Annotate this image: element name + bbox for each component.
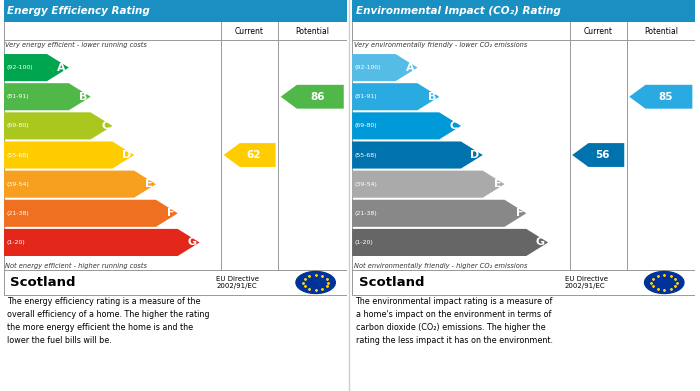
Text: EU Directive
2002/91/EC: EU Directive 2002/91/EC	[565, 276, 608, 289]
Bar	[352, 0, 695, 270]
Text: Scotland: Scotland	[359, 276, 424, 289]
Polygon shape	[629, 85, 692, 109]
Text: (69-80): (69-80)	[6, 124, 29, 128]
Text: (55-68): (55-68)	[355, 152, 377, 158]
Text: 62: 62	[246, 150, 261, 160]
Polygon shape	[352, 200, 526, 227]
Polygon shape	[4, 229, 199, 256]
Text: (55-68): (55-68)	[6, 152, 29, 158]
Polygon shape	[4, 200, 178, 227]
Text: 86: 86	[310, 92, 325, 102]
Text: C: C	[101, 121, 109, 131]
Text: A: A	[57, 63, 66, 73]
Text: G: G	[536, 237, 545, 248]
Bar	[352, 0, 695, 22]
Polygon shape	[281, 85, 344, 109]
Polygon shape	[4, 170, 156, 198]
Text: G: G	[187, 237, 196, 248]
Text: (1-20): (1-20)	[355, 240, 374, 245]
Text: C: C	[449, 121, 458, 131]
Text: Energy Efficiency Rating: Energy Efficiency Rating	[7, 6, 150, 16]
Bar	[4, 0, 346, 270]
Text: (81-91): (81-91)	[6, 94, 29, 99]
Text: (69-80): (69-80)	[355, 124, 377, 128]
Text: Very energy efficient - lower running costs: Very energy efficient - lower running co…	[5, 42, 147, 48]
Polygon shape	[572, 143, 624, 167]
Text: (1-20): (1-20)	[6, 240, 25, 245]
Polygon shape	[352, 54, 417, 81]
Text: The environmental impact rating is a measure of
a home's impact on the environme: The environmental impact rating is a mea…	[356, 297, 553, 344]
Text: (39-54): (39-54)	[355, 182, 378, 187]
Text: Very environmentally friendly - lower CO₂ emissions: Very environmentally friendly - lower CO…	[354, 42, 527, 48]
Text: A: A	[405, 63, 414, 73]
Circle shape	[645, 271, 684, 294]
Text: F: F	[167, 208, 174, 218]
Bar	[4, 270, 346, 295]
Text: (21-38): (21-38)	[6, 211, 29, 216]
Bar	[352, 270, 695, 295]
Text: E: E	[145, 179, 153, 189]
Text: (81-91): (81-91)	[355, 94, 377, 99]
Text: F: F	[516, 208, 523, 218]
Text: Not energy efficient - higher running costs: Not energy efficient - higher running co…	[5, 263, 147, 269]
Text: (92-100): (92-100)	[355, 65, 382, 70]
Text: (92-100): (92-100)	[6, 65, 33, 70]
Text: EU Directive
2002/91/EC: EU Directive 2002/91/EC	[216, 276, 259, 289]
Polygon shape	[352, 142, 483, 169]
Polygon shape	[4, 142, 134, 169]
Text: D: D	[470, 150, 480, 160]
Text: B: B	[79, 92, 88, 102]
Polygon shape	[4, 112, 113, 140]
Text: E: E	[494, 179, 501, 189]
Polygon shape	[223, 143, 276, 167]
Text: Current: Current	[584, 27, 612, 36]
Text: 85: 85	[659, 92, 673, 102]
Text: Scotland: Scotland	[10, 276, 76, 289]
Polygon shape	[352, 170, 505, 198]
Polygon shape	[352, 112, 461, 140]
Text: Not environmentally friendly - higher CO₂ emissions: Not environmentally friendly - higher CO…	[354, 263, 527, 269]
Bar	[4, 0, 346, 22]
Polygon shape	[352, 229, 548, 256]
Text: Current: Current	[235, 27, 264, 36]
Text: Potential: Potential	[644, 27, 678, 36]
Text: The energy efficiency rating is a measure of the
overall efficiency of a home. T: The energy efficiency rating is a measur…	[7, 297, 209, 344]
Circle shape	[296, 271, 335, 294]
Text: 56: 56	[595, 150, 610, 160]
Text: (39-54): (39-54)	[6, 182, 29, 187]
Text: Environmental Impact (CO₂) Rating: Environmental Impact (CO₂) Rating	[356, 6, 560, 16]
Polygon shape	[4, 83, 90, 110]
Text: Potential: Potential	[295, 27, 329, 36]
Text: D: D	[122, 150, 131, 160]
Text: (21-38): (21-38)	[355, 211, 377, 216]
Polygon shape	[352, 83, 439, 110]
Text: B: B	[428, 92, 436, 102]
Polygon shape	[4, 54, 69, 81]
